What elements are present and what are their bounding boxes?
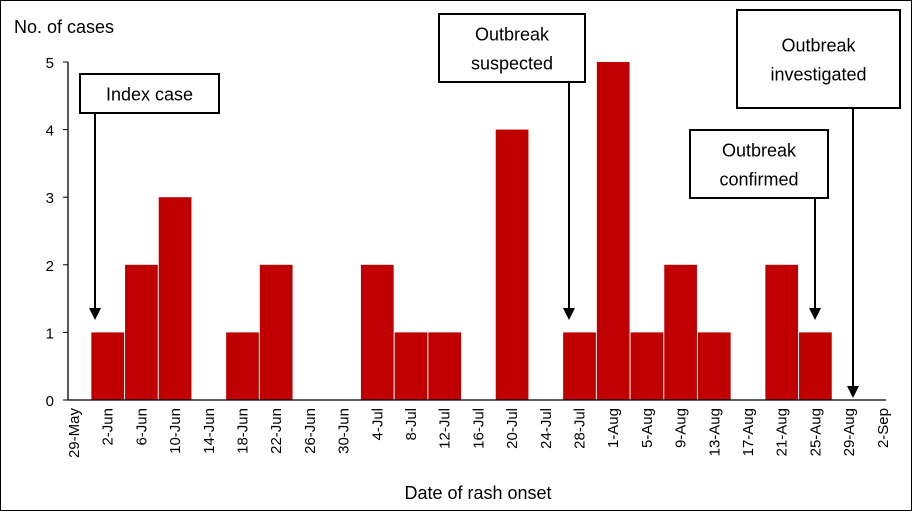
annotation-label: suspected [471,54,553,74]
bar-22-Jun [259,264,293,400]
x-tick-label: 12-Jul [437,408,454,449]
x-tick-label: 13-Aug [706,408,723,456]
x-tick-label: 28-Jul [572,408,589,449]
annotation-box [438,13,586,83]
bar-28-Jul [563,332,596,400]
x-tick-label: 18-Jun [235,408,252,454]
x-tick-label: 2-Jun [100,408,117,446]
x-tick-label: 20-Jul [504,408,521,449]
annotation-label: investigated [770,65,866,85]
x-tick-label: 8-Jul [403,408,420,441]
x-tick-label: 26-Jun [302,408,319,454]
annotation-label: Outbreak [475,25,550,45]
bar-25-Aug [799,332,832,400]
x-tick-label: 10-Jun [167,408,184,454]
arrow-head-icon [563,308,575,320]
x-tick-label: 29-Aug [841,408,858,456]
x-tick-label: 4-Jul [369,408,386,441]
x-tick-label: 9-Aug [673,408,690,448]
x-tick-label: 22-Jun [268,408,285,454]
x-axis-label: Date of rash onset [404,483,551,503]
bar-12-Jul [428,332,462,400]
annotation-box [79,73,220,114]
x-tick-label: 16-Jul [470,408,487,449]
annotation-label: confirmed [719,170,798,190]
x-tick-label: 25-Aug [807,408,824,456]
bar-2-Jun [91,332,125,400]
arrow-head-icon [89,308,101,320]
bar-6-Jun [125,264,158,400]
x-tick-label: 5-Aug [639,408,656,448]
x-tick-label: 17-Aug [740,408,757,456]
bar-21-Aug [765,264,799,400]
bar-13-Aug [697,332,731,400]
y-tick-label: 5 [46,55,54,72]
arrow-head-icon [847,386,859,398]
bar-5-Aug [630,332,664,400]
bar-8-Jul [394,332,428,400]
bar-18-Jun [226,332,259,400]
y-tick-label: 1 [46,325,54,342]
x-tick-label: 6-Jun [133,408,150,446]
annotation-box [689,129,829,199]
x-tick-label: 30-Jun [336,408,353,454]
annotation-label: Outbreak [722,141,797,161]
y-tick-label: 0 [46,393,54,410]
y-axis-label: No. of cases [14,17,114,37]
x-tick-label: 1-Aug [605,408,622,448]
y-tick-label: 3 [46,190,54,207]
x-tick-label: 24-Jul [538,408,555,449]
bar-9-Aug [664,264,697,400]
annotation-label: Outbreak [781,36,856,56]
bar-4-Jul [360,264,394,400]
y-tick-label: 4 [46,123,54,140]
bar-20-Jul [495,129,529,400]
annotation-box [736,9,901,109]
arrow-head-icon [809,308,821,320]
bar-10-Jun [158,197,192,400]
x-tick-label: 29-May [66,408,83,459]
x-tick-label: 14-Jun [201,408,218,454]
annotation-label: Index case [106,85,193,105]
bar-1-Aug [596,62,630,400]
x-tick-label: 2-Sep [875,408,892,448]
x-tick-label: 21-Aug [774,408,791,456]
y-tick-label: 2 [46,258,54,275]
